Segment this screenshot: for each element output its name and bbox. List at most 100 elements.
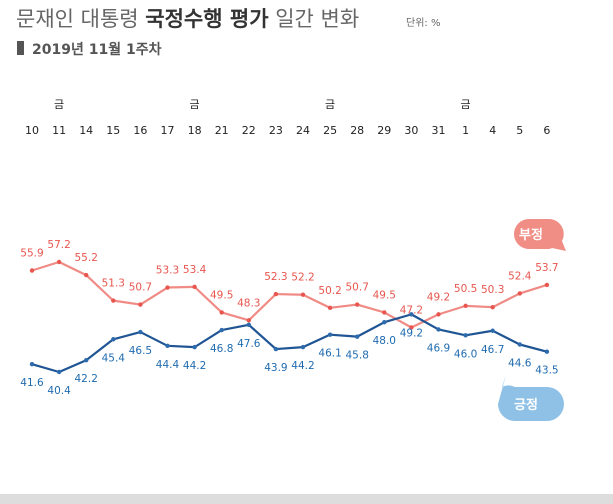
data-label: 46.1 <box>318 348 341 360</box>
x-axis-labels: 10 11 14 15 16 17 18 21 22 23 24 25 28 29 30 31 1 4 5 6 <box>25 124 550 137</box>
x-tick-label: 4 <box>489 124 496 137</box>
data-label: 49.2 <box>400 327 423 339</box>
x-tick-label: 25 <box>323 124 337 137</box>
data-label: 40.4 <box>47 385 71 397</box>
negative-bubble-shape <box>514 219 566 251</box>
data-point <box>327 305 333 311</box>
data-point <box>165 343 170 349</box>
x-tick-label: 31 <box>432 124 446 137</box>
data-label: 52.3 <box>264 271 287 283</box>
series-lines <box>31 260 548 374</box>
data-point <box>273 291 279 297</box>
data-point <box>84 358 89 363</box>
x-tick-label: 28 <box>350 124 364 137</box>
data-point <box>355 334 360 339</box>
data-label: 44.2 <box>183 360 206 372</box>
data-point <box>246 318 251 323</box>
data-point <box>29 268 35 273</box>
data-point <box>436 327 441 332</box>
data-point <box>246 322 251 328</box>
positive-bubble-shape <box>498 375 564 421</box>
data-label: 52.4 <box>508 270 532 282</box>
data-label: 44.4 <box>156 359 180 371</box>
x-tick-label: 1 <box>462 124 469 137</box>
title-prefix: 문재인 대통령 <box>16 7 145 31</box>
data-point <box>138 329 143 335</box>
data-label: 49.2 <box>427 291 450 303</box>
data-label: 46.9 <box>427 342 450 354</box>
day-marker: 금 <box>190 98 200 111</box>
x-tick-label: 24 <box>296 124 310 137</box>
x-tick-label: 23 <box>269 124 283 137</box>
data-point <box>84 272 89 278</box>
data-point <box>219 327 224 333</box>
data-label: 44.6 <box>508 358 532 370</box>
x-tick-label: 21 <box>215 124 229 137</box>
data-point <box>111 298 116 303</box>
data-point <box>463 333 468 338</box>
series-line <box>31 313 548 374</box>
data-label: 46.5 <box>129 345 152 357</box>
data-point <box>29 361 35 367</box>
data-label: 47.6 <box>237 338 261 350</box>
data-point <box>382 310 387 315</box>
data-label: 53.4 <box>183 264 207 276</box>
series-line <box>31 260 548 329</box>
data-point <box>409 312 414 317</box>
data-point <box>111 337 116 342</box>
data-point <box>382 320 387 325</box>
data-label: 47.2 <box>400 304 423 316</box>
data-label: 41.6 <box>20 377 44 389</box>
data-point <box>165 285 170 290</box>
day-marker: 금 <box>461 98 471 111</box>
x-tick-label: 16 <box>133 124 147 137</box>
data-point <box>544 349 550 354</box>
x-tick-label: 6 <box>543 124 550 137</box>
x-tick-label: 17 <box>161 124 175 137</box>
x-tick-label: 11 <box>52 124 66 137</box>
data-label: 51.3 <box>102 278 125 290</box>
data-point <box>409 325 414 330</box>
data-point <box>192 344 197 350</box>
x-tick-label: 10 <box>25 124 39 137</box>
data-point <box>436 312 441 317</box>
data-label: 48.0 <box>373 335 396 347</box>
data-labels: 55.9 57.2 55.2 51.3 50.7 53.3 53.4 49.5 48.3 52.3… <box>20 239 558 397</box>
data-label: 42.2 <box>75 373 98 385</box>
data-label: 53.7 <box>535 262 558 274</box>
chart-title: 문재인 대통령 국정수행 평가 일간 변화 <box>16 7 359 31</box>
data-point <box>544 282 550 288</box>
data-label: 55.2 <box>75 252 98 264</box>
data-label: 43.5 <box>535 365 558 377</box>
data-label: 46.7 <box>481 344 504 356</box>
data-point <box>56 369 62 375</box>
data-label: 46.8 <box>210 343 233 355</box>
data-point <box>300 292 306 297</box>
data-point <box>327 332 333 337</box>
title-suffix: 일간 변화 <box>269 7 360 31</box>
positive-legend-label: 긍정 <box>514 397 538 413</box>
data-point <box>300 344 306 350</box>
data-label: 49.5 <box>210 289 233 301</box>
data-point <box>490 304 495 310</box>
x-tick-label: 5 <box>516 124 523 137</box>
title-bold: 국정수행 평가 <box>145 7 269 31</box>
data-point <box>517 291 522 296</box>
data-label: 53.3 <box>156 265 179 277</box>
day-marker: 금 <box>325 98 335 111</box>
data-point <box>355 302 360 307</box>
data-label: 46.0 <box>454 348 477 360</box>
data-point <box>463 303 468 309</box>
data-point <box>517 342 522 347</box>
data-label: 45.4 <box>102 352 126 364</box>
x-tick-label: 18 <box>188 124 202 137</box>
data-label: 50.5 <box>454 283 477 295</box>
chart-subtitle: 2019년 11월 1주차 <box>32 41 162 58</box>
unit-label: 단위: % <box>406 16 440 29</box>
x-tick-label: 22 <box>242 124 256 137</box>
negative-legend-bubble: 부정 <box>514 219 566 251</box>
data-label: 57.2 <box>47 239 70 251</box>
